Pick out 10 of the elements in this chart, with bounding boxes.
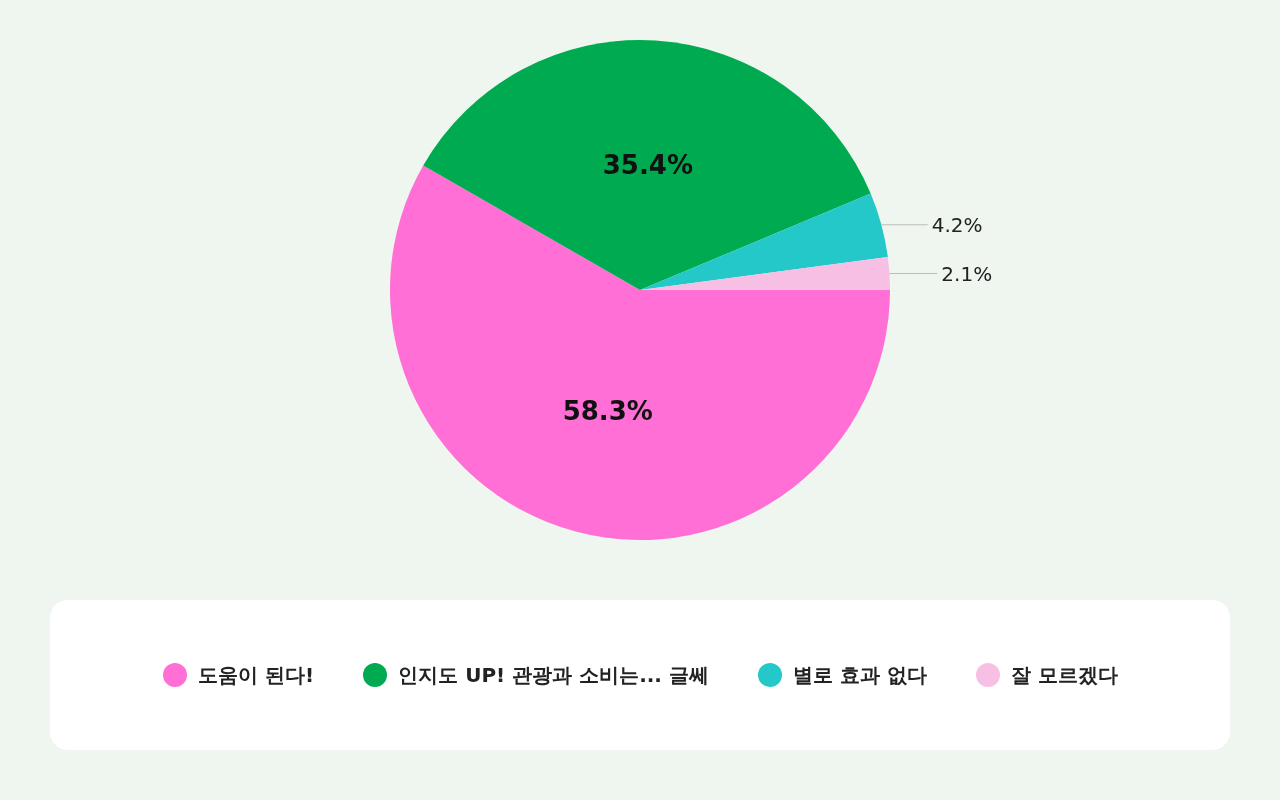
legend-label: 인지도 UP! 관광과 소비는... 글쎄 — [398, 661, 709, 689]
legend-label: 별로 효과 없다 — [792, 661, 927, 689]
legend-label: 도움이 된다! — [198, 661, 315, 689]
data-label: 4.2% — [931, 212, 983, 237]
pie-slice — [423, 40, 871, 290]
data-label: 58.3% — [562, 395, 653, 426]
pie-slice — [640, 193, 888, 290]
data-label: 2.1% — [941, 261, 993, 286]
legend-label: 잘 모르겠다 — [1010, 661, 1118, 689]
data-label: 35.4% — [602, 150, 693, 181]
